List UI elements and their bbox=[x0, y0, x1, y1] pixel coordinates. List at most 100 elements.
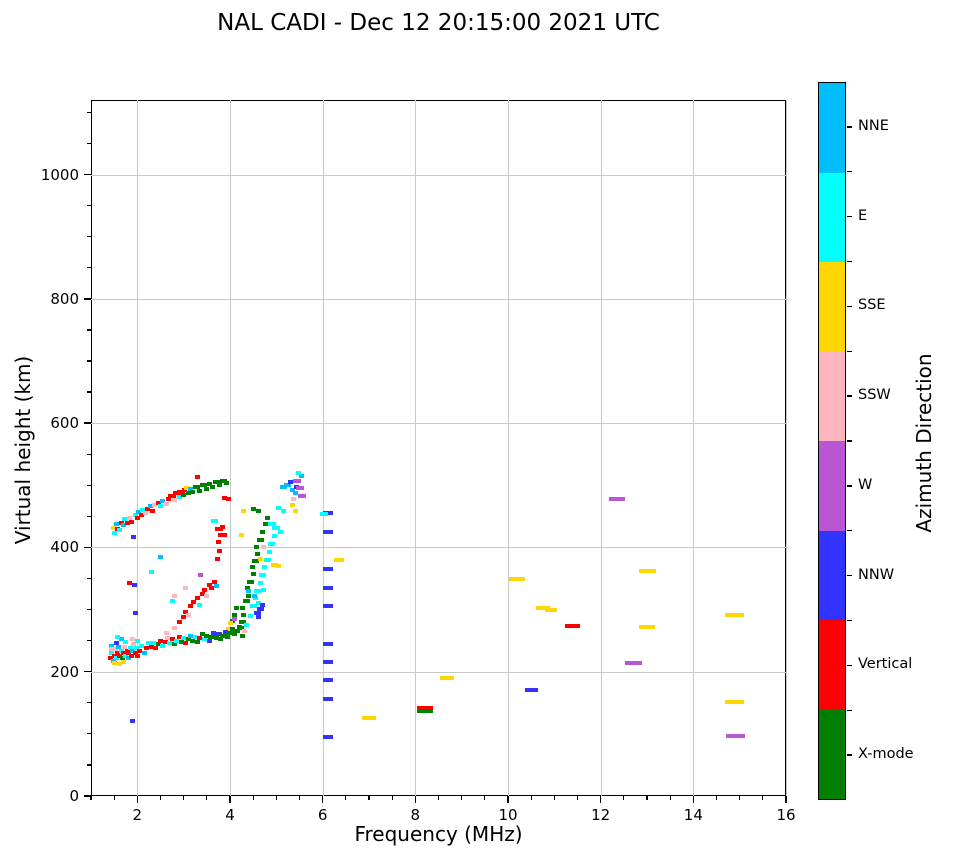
data-point bbox=[249, 604, 257, 609]
data-point bbox=[624, 661, 642, 665]
x-major-tick bbox=[136, 796, 139, 803]
data-point bbox=[109, 643, 115, 648]
data-point bbox=[254, 588, 262, 593]
y-major-tick bbox=[84, 422, 91, 424]
y-minor-tick bbox=[87, 205, 91, 207]
x-minor-tick bbox=[762, 796, 764, 800]
data-point bbox=[276, 506, 282, 511]
data-point bbox=[117, 662, 123, 667]
data-point bbox=[162, 639, 168, 644]
data-point bbox=[256, 601, 262, 606]
data-point bbox=[260, 587, 266, 592]
data-point bbox=[565, 623, 581, 628]
data-point bbox=[111, 530, 117, 535]
data-point bbox=[164, 636, 170, 641]
data-point bbox=[113, 656, 119, 661]
data-point bbox=[155, 642, 161, 647]
x-minor-tick bbox=[113, 796, 115, 800]
data-point bbox=[524, 688, 538, 693]
y-minor-tick bbox=[87, 267, 91, 269]
x-gridline bbox=[508, 100, 509, 796]
colorbar-band-sse bbox=[819, 262, 845, 352]
data-point bbox=[218, 533, 224, 537]
colorbar-label-nne: NNE bbox=[858, 117, 889, 134]
data-point bbox=[127, 515, 133, 520]
x-minor-tick bbox=[669, 796, 671, 800]
data-point bbox=[132, 513, 138, 518]
data-point bbox=[236, 624, 242, 629]
data-point bbox=[213, 636, 219, 641]
data-point bbox=[121, 644, 127, 649]
y-minor-tick bbox=[87, 111, 91, 114]
y-major-tick bbox=[84, 173, 91, 176]
data-point bbox=[158, 504, 163, 509]
data-point bbox=[183, 485, 189, 490]
data-point bbox=[323, 585, 334, 590]
colorbar-label-ssw: SSW bbox=[858, 387, 891, 404]
data-point bbox=[204, 633, 210, 638]
data-point bbox=[206, 582, 212, 587]
data-point bbox=[262, 565, 268, 570]
colorbar-tick bbox=[847, 215, 852, 218]
colorbar-tick bbox=[847, 305, 852, 308]
data-point bbox=[219, 478, 227, 483]
y-minor-tick bbox=[87, 484, 91, 486]
data-point bbox=[195, 475, 201, 480]
y-minor-tick bbox=[87, 764, 91, 766]
data-point bbox=[232, 612, 238, 617]
y-gridline bbox=[91, 174, 786, 176]
data-point bbox=[140, 507, 146, 512]
data-point bbox=[279, 485, 287, 490]
y-minor-tick bbox=[87, 142, 91, 145]
colorbar-label-nnw: NNW bbox=[858, 566, 895, 583]
data-point bbox=[172, 491, 181, 496]
data-point bbox=[169, 637, 175, 642]
data-point bbox=[152, 503, 158, 508]
x-minor-tick bbox=[484, 796, 486, 800]
data-point bbox=[234, 606, 240, 611]
data-point bbox=[214, 526, 223, 531]
y-minor-tick bbox=[87, 360, 91, 362]
y-gridline bbox=[91, 298, 786, 300]
y-gridline bbox=[91, 547, 786, 549]
colorbar-band-nnw bbox=[819, 530, 845, 620]
data-point bbox=[240, 606, 246, 611]
x-minor-tick bbox=[739, 796, 741, 800]
data-point bbox=[247, 579, 255, 584]
data-point bbox=[129, 519, 135, 524]
x-minor-tick bbox=[553, 796, 555, 800]
data-point bbox=[117, 528, 123, 533]
data-point bbox=[297, 493, 306, 498]
data-point bbox=[260, 545, 266, 550]
data-point bbox=[250, 506, 256, 511]
data-point bbox=[362, 715, 376, 720]
colorbar-band-e bbox=[819, 172, 845, 262]
data-point bbox=[204, 593, 210, 598]
data-point bbox=[295, 486, 304, 491]
data-point bbox=[183, 585, 189, 590]
y-tick-label: 1000 bbox=[40, 165, 79, 184]
data-point bbox=[116, 644, 122, 649]
x-major-tick bbox=[229, 796, 231, 803]
data-point bbox=[158, 638, 163, 643]
data-point bbox=[171, 498, 177, 503]
data-point bbox=[138, 513, 144, 518]
data-point bbox=[251, 559, 259, 564]
y-major-tick bbox=[84, 671, 91, 673]
data-point bbox=[213, 583, 219, 588]
data-point bbox=[182, 488, 188, 493]
data-point bbox=[111, 661, 117, 665]
y-tick-label: 200 bbox=[50, 662, 79, 681]
data-point bbox=[254, 545, 260, 550]
y-major-tick bbox=[84, 795, 91, 797]
data-point bbox=[113, 522, 119, 527]
data-point bbox=[323, 567, 334, 572]
data-point bbox=[134, 653, 140, 658]
data-point bbox=[639, 624, 655, 629]
data-point bbox=[120, 523, 126, 528]
x-tick-label: 16 bbox=[776, 806, 796, 824]
data-point bbox=[206, 482, 212, 487]
data-point bbox=[299, 473, 305, 478]
data-point bbox=[168, 493, 177, 498]
data-point bbox=[183, 641, 189, 646]
